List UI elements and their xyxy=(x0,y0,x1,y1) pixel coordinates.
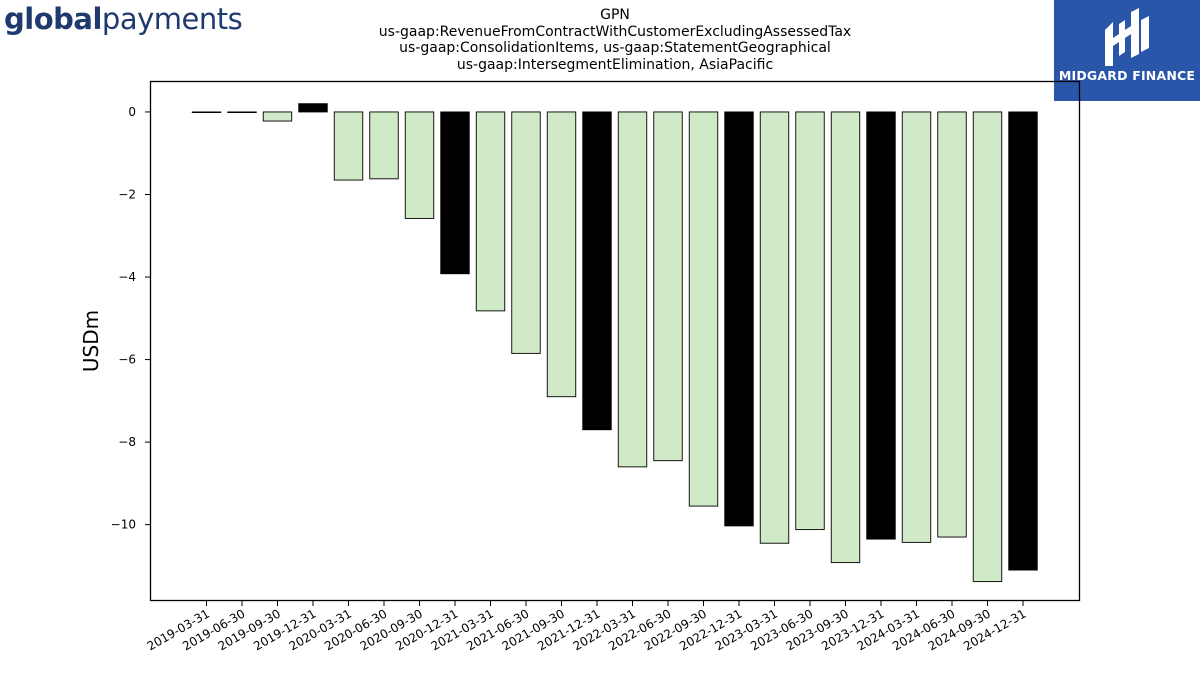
y-tick-label: −4 xyxy=(118,270,136,284)
y-tick-label: 0 xyxy=(128,105,136,119)
y-tick-label: −2 xyxy=(118,187,136,201)
midgard-emblem-icon xyxy=(1105,8,1149,66)
bar-2022-03-31 xyxy=(617,111,648,468)
chart-title: GPN us-gaap:RevenueFromContractWithCusto… xyxy=(340,7,890,73)
midgard-finance-logo: MIDGARD FINANCE xyxy=(1054,0,1200,101)
bar-2021-06-30 xyxy=(511,111,541,354)
midgard-finance-name: MIDGARD FINANCE xyxy=(1058,68,1196,83)
bar-2024-09-30 xyxy=(972,111,1003,583)
bars-group xyxy=(191,103,1038,583)
y-axis-label: USDm xyxy=(79,310,103,372)
chart-title-line-3: us-gaap:ConsolidationItems, us-gaap:Stat… xyxy=(399,40,831,56)
bar-2019-03-31 xyxy=(191,111,222,113)
bar-2021-03-31 xyxy=(475,111,506,312)
logo-text-global: global xyxy=(4,2,102,36)
bar-2020-09-30 xyxy=(404,111,435,219)
axes-frame xyxy=(149,80,1081,602)
bar-2020-03-31 xyxy=(333,111,364,181)
bar-2023-12-31 xyxy=(866,111,896,540)
bar-2021-09-30 xyxy=(546,111,577,398)
logo-text-payments: payments xyxy=(101,2,243,36)
bar-2019-09-30 xyxy=(262,111,293,122)
global-payments-logo: globalpayments xyxy=(4,2,243,36)
bar-2023-03-31 xyxy=(759,111,790,544)
bar-2024-06-30 xyxy=(937,111,967,538)
bar-2024-03-31 xyxy=(901,111,932,543)
bar-2020-12-31 xyxy=(440,111,470,275)
bar-2019-12-31 xyxy=(298,103,328,113)
y-tick-label: −8 xyxy=(118,435,136,449)
bar-2024-12-31 xyxy=(1008,111,1038,571)
bar-2022-06-30 xyxy=(653,111,683,462)
bar-2019-06-30 xyxy=(227,111,257,113)
chart-title-line-2: us-gaap:RevenueFromContractWithCustomerE… xyxy=(378,23,852,40)
x-axis: 2019-03-312019-06-302019-09-302019-12-31… xyxy=(145,601,1029,653)
y-axis: 0 −2 −4 −6 −8 −10 xyxy=(111,105,150,532)
bar-2023-06-30 xyxy=(795,111,825,531)
bar-2020-06-30 xyxy=(369,111,399,180)
chart-title-line-4: us-gaap:IntersegmentElimination, AsiaPac… xyxy=(456,56,774,73)
y-tick-label: −10 xyxy=(111,518,136,532)
y-tick-label: −6 xyxy=(118,353,136,367)
bar-2022-12-31 xyxy=(724,111,754,527)
bar-2022-09-30 xyxy=(688,111,719,507)
bar-2021-12-31 xyxy=(582,111,612,431)
bar-2023-09-30 xyxy=(830,111,861,564)
chart-title-line-1: GPN xyxy=(600,7,630,23)
